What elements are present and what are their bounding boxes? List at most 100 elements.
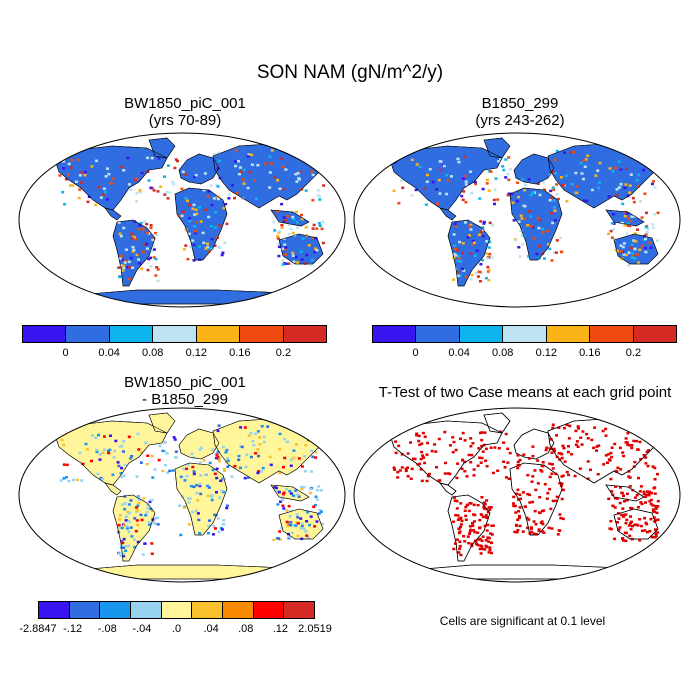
- grid-cell: [300, 258, 304, 261]
- grid-cell: [652, 516, 656, 519]
- grid-cell: [648, 490, 652, 494]
- grid-cell: [651, 508, 655, 511]
- grid-cell: [195, 483, 198, 487]
- grid-cell: [473, 180, 477, 184]
- grid-cell: [448, 444, 452, 447]
- grid-cell: [512, 219, 516, 222]
- grid-cell: [187, 232, 191, 236]
- grid-cell: [486, 523, 490, 527]
- colorbar-tick-label: .12: [272, 623, 289, 635]
- grid-cell: [217, 424, 221, 427]
- grid-cell: [456, 518, 460, 522]
- grid-cell: [149, 265, 153, 268]
- grid-cell: [321, 241, 325, 245]
- grid-cell: [410, 194, 414, 197]
- grid-cell: [222, 206, 226, 210]
- grid-cell: [565, 470, 569, 474]
- grid-cell: [481, 234, 485, 238]
- grid-cell: [628, 485, 632, 488]
- grid-cell: [268, 186, 272, 189]
- grid-cell: [455, 476, 459, 480]
- grid-cell: [456, 462, 460, 465]
- grid-cell: [644, 233, 648, 236]
- grid-cell: [563, 151, 566, 154]
- grid-cell: [392, 430, 396, 433]
- grid-cell: [122, 264, 126, 268]
- grid-cell: [294, 443, 298, 446]
- grid-cell: [151, 238, 155, 242]
- grid-cell: [206, 245, 210, 249]
- grid-cell: [581, 430, 585, 433]
- grid-cell: [529, 193, 533, 197]
- grid-cell: [457, 527, 461, 531]
- grid-cell: [652, 180, 656, 183]
- grid-cell: [98, 453, 102, 456]
- grid-cell: [586, 477, 590, 480]
- colorbar-swatch: [130, 602, 161, 618]
- grid-cell: [645, 211, 648, 215]
- grid-cell: [222, 523, 226, 526]
- grid-cell: [290, 531, 294, 535]
- grid-cell: [477, 233, 481, 236]
- grid-cell: [219, 479, 223, 483]
- grid-cell: [137, 501, 141, 505]
- grid-cell: [83, 173, 87, 177]
- grid-cell: [470, 453, 474, 457]
- grid-cell: [119, 472, 123, 475]
- grid-cell: [627, 470, 631, 473]
- grid-cell: [472, 468, 476, 471]
- grid-cell: [304, 226, 308, 229]
- grid-cell: [284, 253, 288, 256]
- grid-cell: [545, 446, 549, 449]
- grid-cell: [282, 491, 286, 494]
- grid-cell: [321, 220, 325, 224]
- grid-cell: [576, 445, 580, 448]
- grid-cell: [192, 472, 196, 476]
- grid-cell: [258, 443, 262, 446]
- coastline: [439, 482, 457, 496]
- grid-cell: [119, 264, 123, 267]
- grid-cell: [514, 238, 518, 242]
- grid-cell: [631, 196, 635, 200]
- grid-cell: [479, 544, 483, 547]
- grid-cell: [624, 210, 628, 214]
- grid-cell: [398, 469, 402, 472]
- grid-cell: [77, 196, 81, 200]
- grid-cell: [538, 511, 541, 514]
- grid-cell: [249, 431, 253, 435]
- grid-cell: [558, 236, 562, 240]
- grid-cell: [487, 506, 491, 509]
- grid-cell: [296, 171, 300, 175]
- grid-cell: [595, 449, 598, 452]
- grid-cell: [319, 489, 323, 492]
- grid-cell: [511, 201, 515, 205]
- grid-cell: [221, 445, 225, 449]
- grid-cell: [425, 479, 429, 483]
- grid-cell: [431, 180, 435, 184]
- grid-cell: [528, 501, 532, 504]
- grid-cell: [578, 467, 582, 470]
- grid-cell: [517, 246, 521, 249]
- grid-cell: [656, 499, 660, 503]
- grid-cell: [462, 535, 466, 538]
- grid-cell: [635, 493, 639, 497]
- grid-cell: [553, 158, 557, 162]
- grid-cell: [615, 497, 619, 500]
- grid-cell: [296, 516, 300, 519]
- grid-cell: [134, 529, 138, 533]
- grid-cell: [247, 434, 251, 437]
- grid-cell: [560, 497, 564, 501]
- grid-cell: [433, 443, 437, 446]
- grid-cell: [65, 463, 69, 467]
- grid-cell: [516, 488, 520, 492]
- colorbar-tick-label: 0.2: [625, 347, 642, 359]
- grid-cell: [317, 485, 321, 488]
- grid-cell: [551, 499, 555, 503]
- grid-cell: [535, 533, 538, 536]
- grid-cell: [555, 495, 559, 499]
- grid-cell: [67, 479, 71, 483]
- grid-cell: [538, 496, 542, 499]
- grid-cell: [130, 232, 134, 236]
- grid-cell: [194, 509, 198, 513]
- grid-cell: [197, 245, 201, 248]
